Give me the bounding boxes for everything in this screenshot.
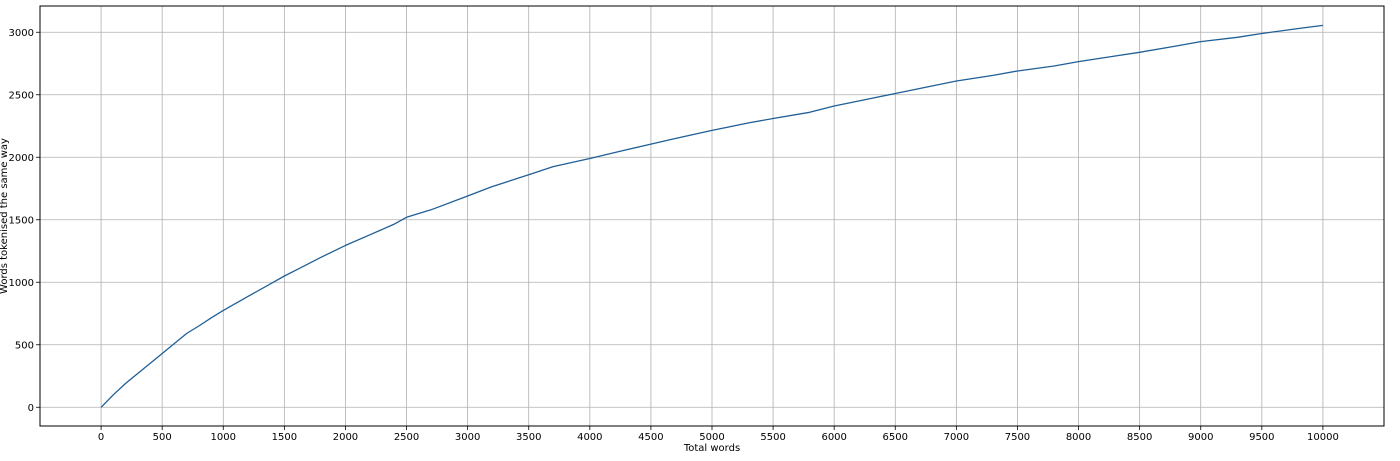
y-tick-label: 0 bbox=[28, 403, 34, 414]
y-tick-label: 3000 bbox=[9, 28, 34, 39]
x-tick-label: 9500 bbox=[1249, 432, 1274, 443]
x-tick-label: 3000 bbox=[455, 432, 480, 443]
x-axis-ticks: 0 500 1000 1500 2000 2500 3000 3500 4000 4500 5000… bbox=[98, 426, 1339, 443]
x-tick-label: 7000 bbox=[944, 432, 969, 443]
x-tick-label: 0 bbox=[98, 432, 104, 443]
x-tick-label: 8000 bbox=[1066, 432, 1091, 443]
x-tick-label: 500 bbox=[153, 432, 172, 443]
y-tick-label: 1500 bbox=[9, 215, 34, 226]
x-tick-label: 2500 bbox=[394, 432, 419, 443]
x-tick-label: 9000 bbox=[1188, 432, 1213, 443]
series-layer bbox=[100, 24, 1323, 408]
x-tick-label: 4000 bbox=[577, 432, 602, 443]
x-tick-label: 10000 bbox=[1307, 432, 1339, 443]
y-axis-title: Words tokenised the same way bbox=[0, 138, 10, 294]
x-tick-label: 6000 bbox=[821, 432, 846, 443]
x-tick-label: 8500 bbox=[1127, 432, 1152, 443]
x-tick-label: 7500 bbox=[1005, 432, 1030, 443]
x-axis-title: Total words bbox=[683, 443, 740, 454]
y-tick-label: 2000 bbox=[9, 153, 34, 164]
x-tick-label: 5000 bbox=[699, 432, 724, 443]
x-tick-label: 3500 bbox=[516, 432, 541, 443]
x-tick-label: 5500 bbox=[760, 432, 785, 443]
x-tick-label: 2000 bbox=[333, 432, 358, 443]
x-tick-label: 1000 bbox=[211, 432, 236, 443]
series-line bbox=[100, 24, 1323, 408]
x-tick-label: 6500 bbox=[883, 432, 908, 443]
x-tick-label: 4500 bbox=[638, 432, 663, 443]
y-axis-ticks: 0 500 1000 1500 2000 2500 3000 bbox=[9, 28, 40, 414]
gridlines bbox=[40, 6, 1384, 426]
x-tick-label: 1500 bbox=[272, 432, 297, 443]
y-tick-label: 500 bbox=[15, 340, 34, 351]
y-tick-label: 1000 bbox=[9, 278, 34, 289]
y-tick-label: 2500 bbox=[9, 90, 34, 101]
